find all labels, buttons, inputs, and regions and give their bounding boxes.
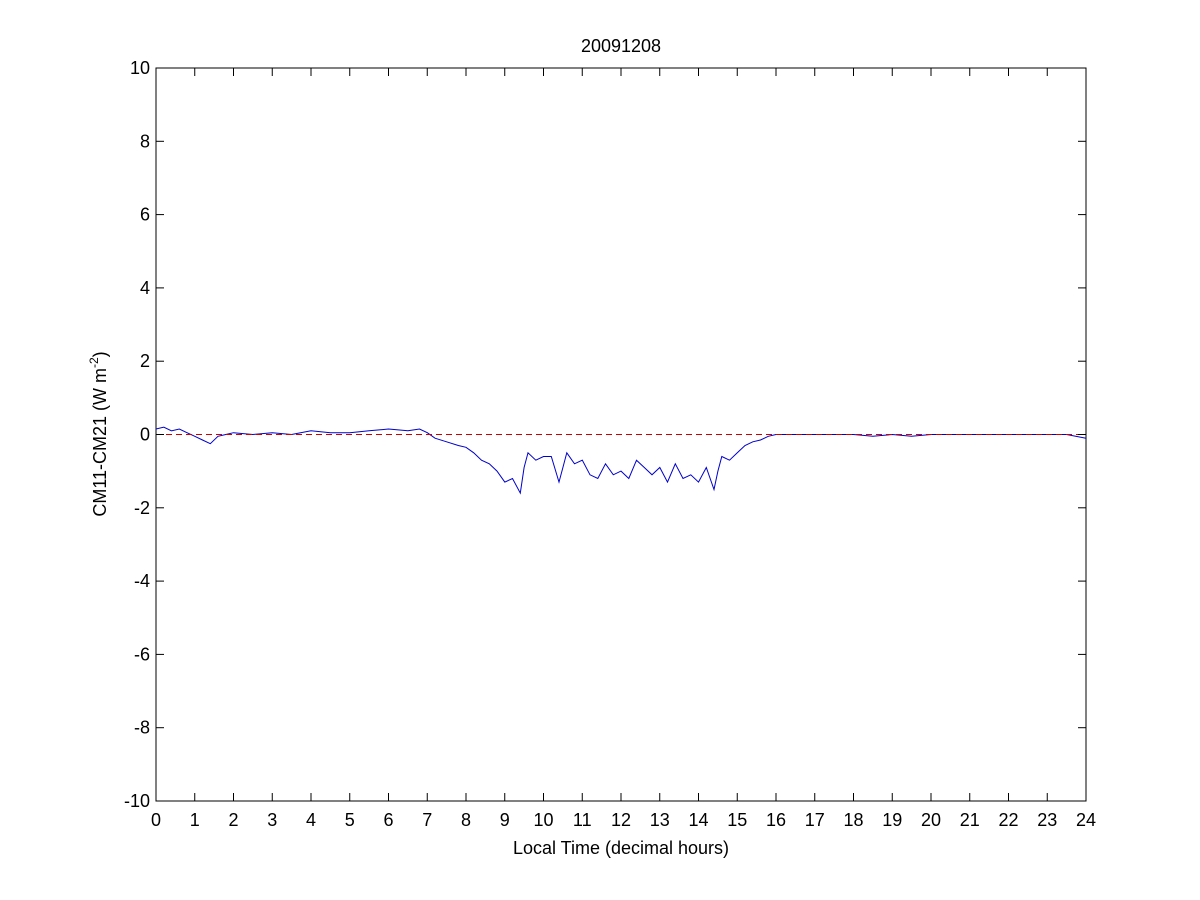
y-tick-label: -6 (134, 644, 150, 664)
x-tick-label: 3 (267, 810, 277, 830)
x-tick-label: 15 (727, 810, 747, 830)
x-tick-label: 24 (1076, 810, 1096, 830)
x-axis-label: Local Time (decimal hours) (513, 838, 729, 858)
x-tick-label: 22 (998, 810, 1018, 830)
x-tick-label: 12 (611, 810, 631, 830)
x-tick-label: 1 (190, 810, 200, 830)
chart-title: 20091208 (581, 36, 661, 56)
y-axis-ticks: -10 -8 -6 -4 -2 0 2 4 6 8 10 (124, 58, 1086, 811)
x-tick-label: 0 (151, 810, 161, 830)
y-axis-label-close: ) (90, 351, 110, 357)
x-tick-label: 2 (228, 810, 238, 830)
x-tick-label: 4 (306, 810, 316, 830)
x-tick-label: 7 (422, 810, 432, 830)
x-axis-ticks: 0 1 2 3 4 5 6 7 8 9 10 11 12 13 14 15 16 17 18 19 20 21 22 23 24 (151, 68, 1096, 830)
x-tick-label: 5 (345, 810, 355, 830)
x-tick-label: 10 (533, 810, 553, 830)
y-axis-label-base: CM11-CM21 (W m (90, 368, 110, 517)
y-tick-label: -8 (134, 718, 150, 738)
y-tick-label: 8 (140, 131, 150, 151)
x-tick-label: 6 (383, 810, 393, 830)
x-tick-label: 9 (500, 810, 510, 830)
y-axis-label: CM11-CM21 (W m-2) (87, 351, 110, 516)
x-tick-label: 21 (960, 810, 980, 830)
x-tick-label: 18 (843, 810, 863, 830)
x-tick-label: 20 (921, 810, 941, 830)
y-tick-label: -4 (134, 571, 150, 591)
x-tick-label: 17 (805, 810, 825, 830)
y-axis-label-superscript: -2 (87, 357, 101, 368)
y-tick-label: 0 (140, 425, 150, 445)
plot-area: 0 1 2 3 4 5 6 7 8 9 10 11 12 13 14 15 16 17 18 19 20 21 22 23 24… (124, 58, 1096, 830)
y-tick-label: 10 (130, 58, 150, 78)
series-line (155, 426, 1087, 495)
x-tick-label: 13 (650, 810, 670, 830)
x-tick-label: 16 (766, 810, 786, 830)
series-layer (155, 426, 1087, 495)
y-tick-label: 4 (140, 278, 150, 298)
y-tick-label: -10 (124, 791, 150, 811)
y-tick-label: -2 (134, 498, 150, 518)
x-tick-label: 11 (573, 810, 592, 830)
x-tick-label: 23 (1037, 810, 1057, 830)
y-tick-label: 6 (140, 205, 150, 225)
x-tick-label: 8 (461, 810, 471, 830)
x-tick-label: 14 (688, 810, 708, 830)
y-tick-label: 2 (140, 351, 150, 371)
x-tick-label: 19 (882, 810, 902, 830)
